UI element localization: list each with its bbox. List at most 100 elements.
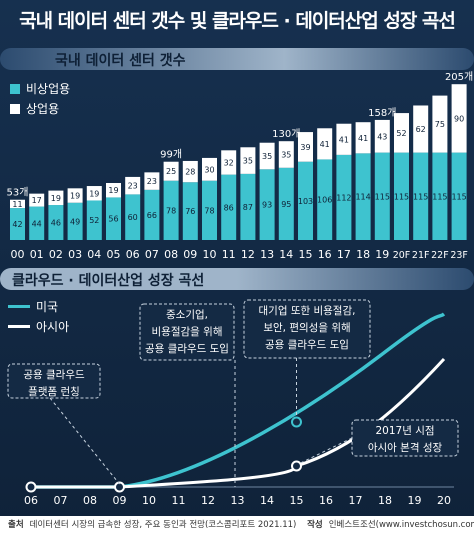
bar-group-23F: 115 90 23F (450, 84, 468, 261)
line-us (31, 312, 446, 489)
footer: 출처 데이터센터 시장의 급속한 성장, 주요 동인과 전망(코스콤리포트 202… (0, 516, 474, 534)
bar-commercial-05 (106, 183, 121, 198)
x-tick-22F: 22F (431, 250, 449, 261)
bar-commercial-15 (298, 132, 313, 162)
label-commercial-03: 19 (70, 192, 80, 201)
annotation-box-1 (139, 303, 235, 361)
bar-group-03: 49 19 03 (67, 188, 83, 261)
legend-swatch-noncommercial (10, 84, 20, 94)
bar-group-07: 66 23 07 (144, 172, 160, 261)
x-tick-01: 01 (30, 248, 44, 261)
bar-group-19: 115 43 19 (374, 119, 390, 261)
bar-commercial-13 (259, 142, 275, 170)
label-noncommercial-19: 115 (375, 192, 390, 201)
label-noncommercial-13: 93 (262, 201, 272, 210)
marker-0 (25, 481, 37, 493)
bar-group-17: 112 41 17 (336, 123, 352, 261)
legend-label-asia: 아시아 (36, 320, 70, 334)
label-noncommercial-18: 114 (355, 193, 370, 202)
bar-commercial-19 (374, 119, 390, 153)
bar-commercial-01 (29, 193, 45, 207)
label-commercial-09: 28 (185, 168, 195, 177)
annotation-text-0-0: 공용 클라우드 (23, 369, 85, 381)
label-noncommercial-03: 49 (70, 217, 80, 226)
bar-group-09: 76 28 09 (182, 160, 198, 261)
x-tick-06: 06 (24, 494, 38, 507)
bar-noncommercial-09 (182, 182, 198, 240)
annotation-connector-0 (49, 397, 120, 485)
label-commercial-21F: 62 (416, 125, 426, 134)
total-label-08: 99개 (160, 149, 182, 161)
label-noncommercial-08: 78 (166, 206, 176, 215)
annotation-text-3-1: 아시아 본격 성장 (368, 441, 443, 454)
legend-label-noncommercial: 비상업용 (26, 82, 71, 96)
label-noncommercial-20F: 115 (394, 192, 409, 201)
label-commercial-13: 35 (262, 152, 272, 161)
legend-label-us: 미국 (36, 300, 59, 314)
bar-noncommercial-21F (413, 152, 429, 240)
bar-group-04: 52 19 04 (86, 186, 102, 261)
bar-group-14: 95 35 14 (278, 141, 294, 261)
legend-swatch-commercial (10, 104, 20, 114)
annotation-box-3 (351, 419, 459, 457)
x-tick-12: 12 (201, 494, 215, 507)
bar-noncommercial-15 (298, 161, 313, 240)
label-noncommercial-11: 86 (224, 203, 234, 212)
bar-noncommercial-01 (29, 206, 45, 240)
x-tick-08: 08 (83, 494, 97, 507)
bar-group-12: 87 35 12 (240, 147, 256, 261)
label-noncommercial-12: 87 (243, 203, 253, 212)
label-noncommercial-21F: 115 (413, 192, 428, 201)
label-noncommercial-15: 103 (298, 197, 313, 206)
x-tick-19: 19 (408, 494, 422, 507)
bar-commercial-04 (86, 186, 102, 201)
label-noncommercial-14: 95 (281, 200, 291, 209)
label-noncommercial-17: 112 (336, 193, 351, 202)
label-commercial-10: 30 (204, 165, 214, 174)
legend-item-us: 미국 (8, 298, 58, 315)
bar-group-06: 60 23 06 (125, 176, 141, 261)
label-noncommercial-16: 106 (317, 196, 332, 205)
annotation-text-2-2: 공용 클라우드 도입 (265, 338, 349, 351)
x-tick-18: 18 (378, 494, 392, 507)
label-noncommercial-09: 76 (185, 207, 195, 216)
bar-commercial-14 (278, 141, 294, 168)
label-commercial-14: 35 (281, 151, 291, 160)
bar-noncommercial-20F (394, 152, 409, 240)
label-commercial-11: 32 (224, 158, 234, 167)
bar-commercial-06 (125, 176, 141, 195)
label-noncommercial-06: 60 (128, 213, 138, 222)
bar-group-01: 44 17 01 (29, 193, 45, 261)
x-tick-23F: 23F (450, 250, 468, 261)
bar-commercial-18 (355, 122, 371, 154)
annotation-text-0-1: 플랫폼 런칭 (28, 386, 80, 398)
bar-commercial-12 (240, 147, 256, 174)
bar-noncommercial-22F (432, 152, 448, 240)
legend-item-noncommercial: 비상업용 (10, 80, 70, 97)
legend-line-asia (8, 325, 30, 328)
bar-commercial-21F (413, 105, 429, 153)
annotation-text-1-0: 중소기업, (166, 308, 208, 321)
bar-group-05: 56 19 05 (106, 183, 121, 261)
label-commercial-18: 41 (358, 134, 368, 143)
label-commercial-23F: 90 (454, 114, 464, 123)
x-tick-05: 05 (107, 248, 121, 261)
x-tick-08: 08 (164, 248, 178, 261)
bar-commercial-00 (10, 199, 25, 209)
x-tick-15: 15 (290, 494, 304, 507)
label-commercial-05: 19 (108, 186, 118, 195)
label-commercial-19: 43 (377, 132, 387, 141)
bar-noncommercial-00 (10, 208, 25, 240)
footer-source-label: 출처 (8, 520, 24, 530)
line-chart-title-band: 클라우드 · 데이터산업 성장 곡선 (0, 268, 474, 290)
x-tick-19: 19 (375, 248, 389, 261)
bar-noncommercial-11 (221, 174, 237, 240)
marker-1 (114, 481, 125, 493)
x-tick-15: 15 (299, 248, 313, 261)
bar-commercial-09 (182, 160, 198, 183)
x-tick-09: 09 (183, 248, 197, 261)
bar-commercial-02 (48, 190, 64, 206)
bar-commercial-11 (221, 150, 237, 175)
legend-item-commercial: 상업용 (10, 100, 59, 117)
